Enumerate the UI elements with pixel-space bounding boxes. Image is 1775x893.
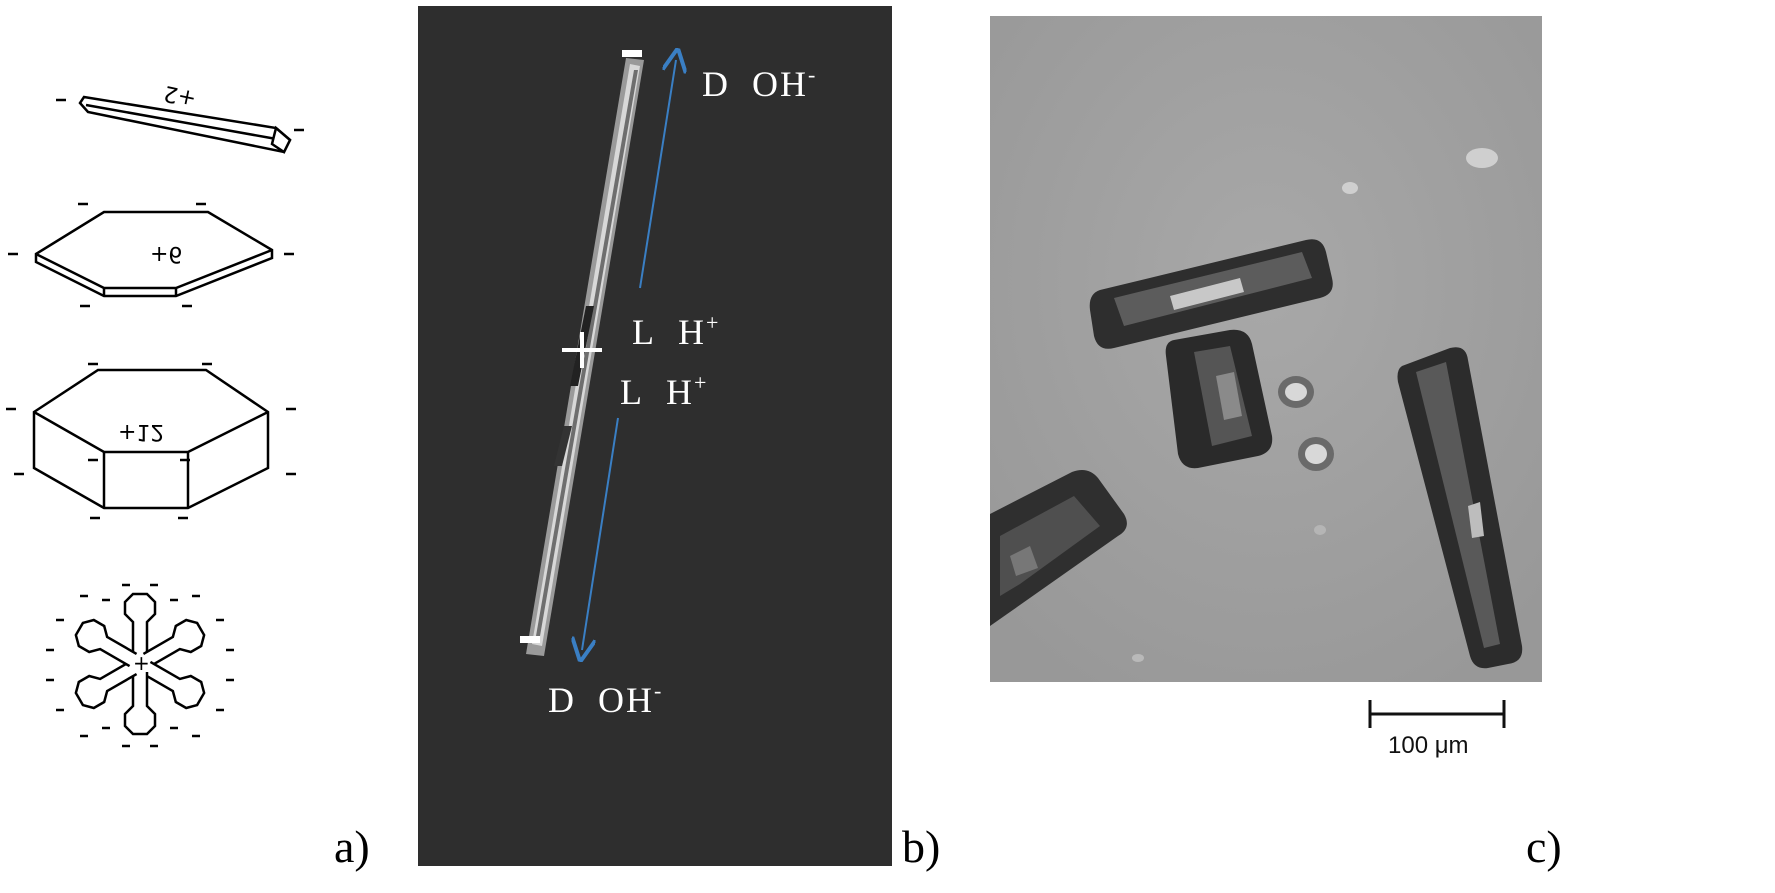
prism-crystal: [32, 368, 270, 510]
horizontal-rod-crystal: [1089, 239, 1333, 349]
bottom-end-mark: [520, 636, 540, 643]
right-long-crystal: [1397, 347, 1523, 669]
top-label-letter: D: [702, 64, 730, 104]
crystal-shapes-drawing: [6, 95, 304, 748]
middle-label-2: L H+: [620, 370, 708, 413]
center-plus-mark: [562, 332, 602, 368]
speck-2: [1466, 148, 1498, 168]
dendrite-charge-label: +: [133, 651, 150, 675]
bubble-1-highlight: [1285, 383, 1307, 401]
bottom-label-ion: OH: [598, 680, 654, 720]
negative-charge-marks: [6, 98, 304, 748]
speck-3: [1314, 525, 1326, 535]
middle-label-1: L H+: [632, 310, 720, 353]
bottom-label: D OH-: [548, 678, 663, 721]
scale-bar: [1368, 700, 1506, 728]
middle-label-1-ion: H: [678, 312, 706, 352]
rod-charge-label: +2: [161, 79, 199, 112]
bottom-label-letter: D: [548, 680, 576, 720]
speck-4: [1132, 654, 1144, 662]
rod-crystal: [78, 95, 292, 154]
prism-charge-label: +12: [118, 419, 165, 444]
top-label-ion: OH: [752, 64, 808, 104]
scale-bar-label: 100 μm: [1388, 732, 1469, 759]
micrograph-drawing: [990, 16, 1542, 682]
top-label: D OH-: [702, 62, 817, 105]
top-end-mark: [622, 50, 642, 57]
lower-left-crystal: [990, 470, 1127, 626]
panel-b-label: b): [902, 821, 941, 872]
bottom-label-sup: -: [654, 678, 664, 703]
panel-c-label: c): [1526, 821, 1562, 872]
middle-label-1-letter: L: [632, 312, 656, 352]
middle-label-2-letter: L: [620, 372, 644, 412]
middle-label-1-sup: +: [706, 310, 721, 335]
plate-crystal: [34, 210, 274, 298]
plate-charge-label: +6: [150, 241, 183, 266]
tilted-block-crystal: [1165, 329, 1273, 469]
needle-crystal-drawing: [520, 6, 892, 866]
speck-1: [1342, 182, 1358, 194]
panel-a-crystal-shapes: +2 +6 +12 +: [0, 0, 330, 888]
downward-growth-arrow: [582, 417, 619, 650]
upward-growth-arrow: [639, 60, 676, 289]
needle-crystal: [526, 58, 644, 656]
panel-b-crystal-image: D OH- L H+ L H+ D OH-: [418, 6, 892, 866]
panel-a-label: a): [334, 821, 370, 872]
dendrite-crystal: [70, 592, 210, 736]
bubble-2-highlight: [1305, 444, 1327, 464]
middle-label-2-ion: H: [666, 372, 694, 412]
panel-c-micrograph: [990, 16, 1542, 682]
middle-label-2-sup: +: [694, 370, 709, 395]
top-label-sup: -: [808, 62, 818, 87]
